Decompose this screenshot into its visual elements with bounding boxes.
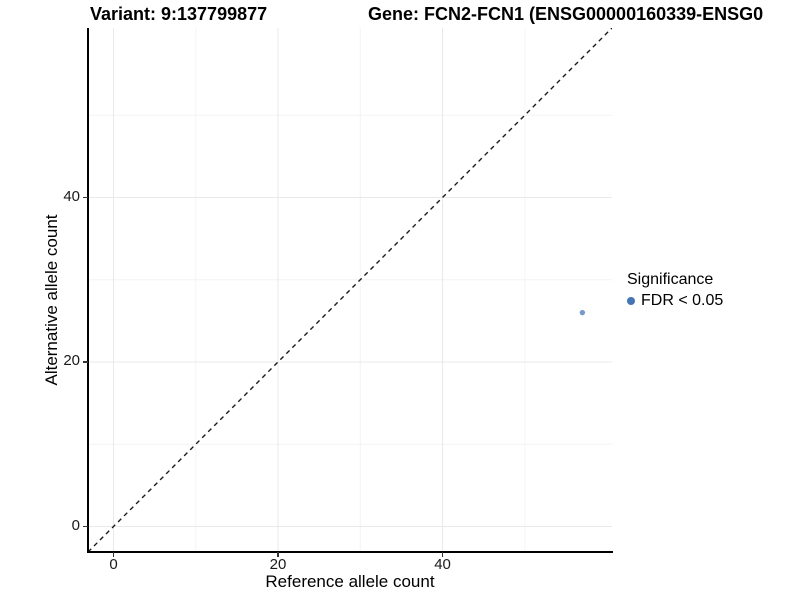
x-tick-label: 40 <box>434 556 451 573</box>
x-tick-mark <box>277 552 279 557</box>
x-tick-mark <box>112 552 115 557</box>
x-tick-label: 0 <box>109 556 118 573</box>
x-axis-line <box>87 551 613 553</box>
y-tick-mark <box>83 525 88 528</box>
x-axis-label: Reference allele count <box>265 572 435 591</box>
legend-point-icon <box>627 297 635 305</box>
legend-item: FDR < 0.05 <box>624 292 723 310</box>
data-point <box>579 309 586 316</box>
variant-title: Variant: 9:137799877 <box>90 4 268 24</box>
identity-line <box>88 28 612 552</box>
y-axis-line <box>87 28 89 553</box>
y-tick-label: 20 <box>63 352 80 370</box>
x-tick-mark <box>441 552 444 557</box>
y-tick-label: 0 <box>71 516 80 534</box>
gene-title: Gene: FCN2-FCN1 (ENSG00000160339-ENSG0 <box>368 4 764 24</box>
plot-panel <box>88 28 612 552</box>
legend-item-label: FDR < 0.05 <box>641 292 724 309</box>
legend-title: Significance <box>627 271 714 288</box>
y-tick-mark <box>83 361 88 363</box>
legend: Significance FDR < 0.05 <box>624 271 723 310</box>
y-tick-mark <box>83 196 88 199</box>
y-tick-label: 40 <box>63 187 80 205</box>
x-tick-label: 20 <box>269 556 287 573</box>
